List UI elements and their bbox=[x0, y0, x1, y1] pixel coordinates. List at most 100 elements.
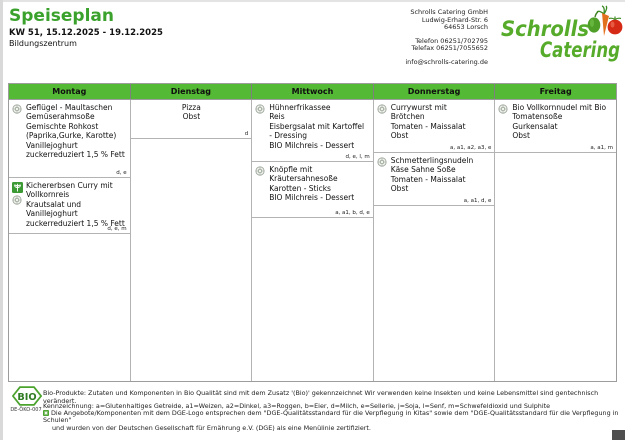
schrolls-catering-logo: Schrolls Catering bbox=[500, 5, 623, 62]
footer-legend: Kennzeichnung: a=Glutenhaltiges Getreide… bbox=[43, 402, 621, 432]
viewer-corner bbox=[612, 430, 625, 440]
meal-line: Obst bbox=[390, 184, 409, 194]
meal-line: BIO Milchreis - Dessert bbox=[269, 140, 355, 150]
meal-icon-column bbox=[12, 181, 25, 232]
day-header-freitag: Freitag bbox=[539, 87, 572, 96]
company-street: Ludwig-Erhard-Str. 6 bbox=[421, 15, 488, 24]
empty-cell bbox=[131, 139, 252, 381]
meal-description: Hühnerfrikassee Reis Eisbergsalat mit Kart… bbox=[268, 103, 371, 160]
footer-allergen-legend: Kennzeichnung: a=Glutenhaltiges Getreide… bbox=[43, 402, 551, 410]
meal-line: Geflügel - Maultaschen bbox=[26, 103, 113, 112]
meal-line: Tomaten - Maissalat bbox=[390, 121, 466, 131]
company-city: 64653 Lorsch bbox=[444, 23, 488, 32]
allergen-codes: a, a1, m bbox=[590, 145, 613, 151]
meal-box: Pizza Obst d bbox=[130, 100, 252, 139]
meal-box: Schmetterlingsnudeln Käse Sahne Soße Tomat… bbox=[373, 153, 495, 206]
allergen-codes: a, a1, a2, a3, e bbox=[450, 145, 492, 151]
meal-description: Currywurst mit Brötchen Tomaten - Maissala… bbox=[390, 103, 493, 151]
dge-logo-icon bbox=[498, 104, 511, 114]
company-fax: Telefax 06251/7055652 bbox=[411, 44, 488, 53]
day-header-donnerstag: Donnerstag bbox=[374, 84, 496, 99]
meal-line: Karotten - Sticks bbox=[269, 183, 331, 193]
allergen-codes: a, a1, d, e bbox=[463, 198, 492, 204]
empty-cell bbox=[495, 153, 616, 381]
meal-line: Kichererbsen Curry mit bbox=[26, 181, 113, 190]
meal-line: Hühnerfrikassee bbox=[269, 103, 331, 112]
meal-line: Reis bbox=[269, 112, 285, 122]
day-column-donnerstag: Currywurst mit Brötchen Tomaten - Maissala… bbox=[373, 100, 496, 381]
meal-icon-column bbox=[377, 156, 390, 204]
meal-line: Obst bbox=[512, 131, 530, 141]
vegetarian-icon bbox=[12, 182, 25, 193]
meal-box: Bio Vollkornnudel mit Bio Tomatensoße Gurk… bbox=[495, 100, 616, 153]
day-column-dienstag: Pizza Obst d bbox=[130, 100, 253, 381]
location-name: Bildungszentrum bbox=[9, 39, 77, 48]
dge-logo-icon bbox=[255, 166, 268, 176]
meal-line: Pizza bbox=[181, 103, 201, 112]
meal-box: Geflügel - Maultaschen Gemüserahmsoße Gemi… bbox=[9, 100, 130, 178]
dge-logo-icon bbox=[255, 104, 268, 114]
meal-line: Schmetterlingsnudeln bbox=[390, 156, 474, 165]
meal-icon-column bbox=[255, 165, 268, 216]
meal-icon-column bbox=[377, 103, 390, 151]
meal-description: Bio Vollkornnudel mit Bio Tomatensoße Gurk… bbox=[511, 103, 614, 151]
empty-cell bbox=[374, 206, 495, 381]
meal-line: Obst bbox=[390, 131, 409, 141]
allergen-codes: d, e, l, m bbox=[345, 154, 370, 160]
logo-text-catering: Catering bbox=[540, 38, 620, 62]
meal-line: BIO Milchreis - Dessert bbox=[269, 193, 355, 203]
dge-logo-icon bbox=[377, 104, 390, 114]
dge-logo-icon bbox=[12, 195, 25, 205]
meal-line: zuckerreduziert 1,5 % Fett bbox=[26, 218, 125, 228]
meal-icon-column bbox=[12, 103, 25, 176]
page-title: Speiseplan bbox=[9, 6, 114, 26]
meal-line: Bio Vollkornnudel mit Bio bbox=[512, 103, 607, 112]
page-edge-top bbox=[0, 0, 625, 2]
meal-line: Currywurst mit bbox=[390, 103, 447, 112]
meal-description: Geflügel - Maultaschen Gemüserahmsoße Gemi… bbox=[25, 103, 128, 176]
meal-description: Schmetterlingsnudeln Käse Sahne Soße Tomat… bbox=[390, 156, 493, 204]
company-name: Schrolls Catering GmbH bbox=[410, 8, 488, 16]
empty-cell bbox=[252, 218, 373, 381]
meal-description: Kichererbsen Curry mit Vollkornreis Krauts… bbox=[25, 181, 128, 232]
day-header-dienstag: Dienstag bbox=[131, 84, 253, 99]
bio-seal-label: BIO bbox=[17, 392, 36, 403]
meal-line: Vanillejoghurt bbox=[26, 140, 78, 150]
meal-line: Käse Sahne Soße bbox=[390, 165, 456, 175]
company-email: info@schrolls-catering.de bbox=[405, 57, 488, 66]
dge-logo-icon bbox=[12, 104, 25, 114]
menu-header-row: Montag Dienstag Mittwoch Donnerstag Freitag bbox=[9, 84, 616, 100]
allergen-codes: a, a1, b, d, e bbox=[335, 210, 370, 216]
logo-text-schrolls: Schrolls bbox=[501, 17, 589, 41]
meal-box: Hühnerfrikassee Reis Eisbergsalat mit Kart… bbox=[252, 100, 373, 162]
dge-logo-icon bbox=[377, 157, 390, 167]
menu-table: Montag Dienstag Mittwoch Donnerstag Freitag … bbox=[8, 83, 617, 382]
week-range: KW 51, 15.12.2025 - 19.12.2025 bbox=[9, 28, 163, 38]
meal-line: Vanillejoghurt bbox=[26, 209, 78, 219]
meal-icon-column bbox=[498, 103, 511, 151]
meal-line: Brötchen bbox=[390, 112, 425, 122]
company-contact-block: Schrolls Catering GmbH Ludwig-Erhard-Str… bbox=[405, 8, 488, 67]
meal-line: Gemischte Rohkost bbox=[26, 121, 99, 131]
dge-footer-icon bbox=[43, 410, 49, 417]
meal-line: zuckerreduziert 1,5 % Fett bbox=[26, 150, 125, 160]
meal-line: Knöpfle mit bbox=[269, 165, 313, 174]
bio-seal-icon: BIO bbox=[11, 386, 43, 406]
meal-line: Tomatensoße bbox=[512, 112, 563, 122]
allergen-codes: d, e bbox=[116, 170, 127, 176]
meal-line: Vollkornreis bbox=[26, 190, 70, 200]
meal-line: Tomaten - Maissalat bbox=[390, 174, 466, 184]
meal-description: Pizza Obst bbox=[134, 103, 250, 137]
meal-box: Kichererbsen Curry mit Vollkornreis Krauts… bbox=[9, 178, 130, 234]
day-column-mittwoch: Hühnerfrikassee Reis Eisbergsalat mit Kart… bbox=[252, 100, 374, 381]
meal-line: Eisbergsalat mit Kartoffel bbox=[269, 121, 365, 131]
day-column-freitag: Bio Vollkornnudel mit Bio Tomatensoße Gurk… bbox=[495, 100, 616, 381]
footer-dge-note-text: Die Angebote/Komponenten mit dem DGE-Log… bbox=[43, 409, 619, 425]
footer-bio-note: Bio-Produkte: Zutaten und Komponenten in… bbox=[43, 389, 599, 405]
meal-box: Knöpfle mit Kräutersahnesoße Karotten - St… bbox=[252, 162, 373, 218]
meal-line: Gurkensalat bbox=[512, 121, 558, 131]
company-phone: Telefon 06251/702795 bbox=[415, 36, 488, 45]
meal-description: Knöpfle mit Kräutersahnesoße Karotten - St… bbox=[268, 165, 371, 216]
menu-body: Geflügel - Maultaschen Gemüserahmsoße Gemi… bbox=[9, 100, 616, 381]
meal-line: (Paprika,Gurke, Karotte) bbox=[26, 131, 117, 141]
